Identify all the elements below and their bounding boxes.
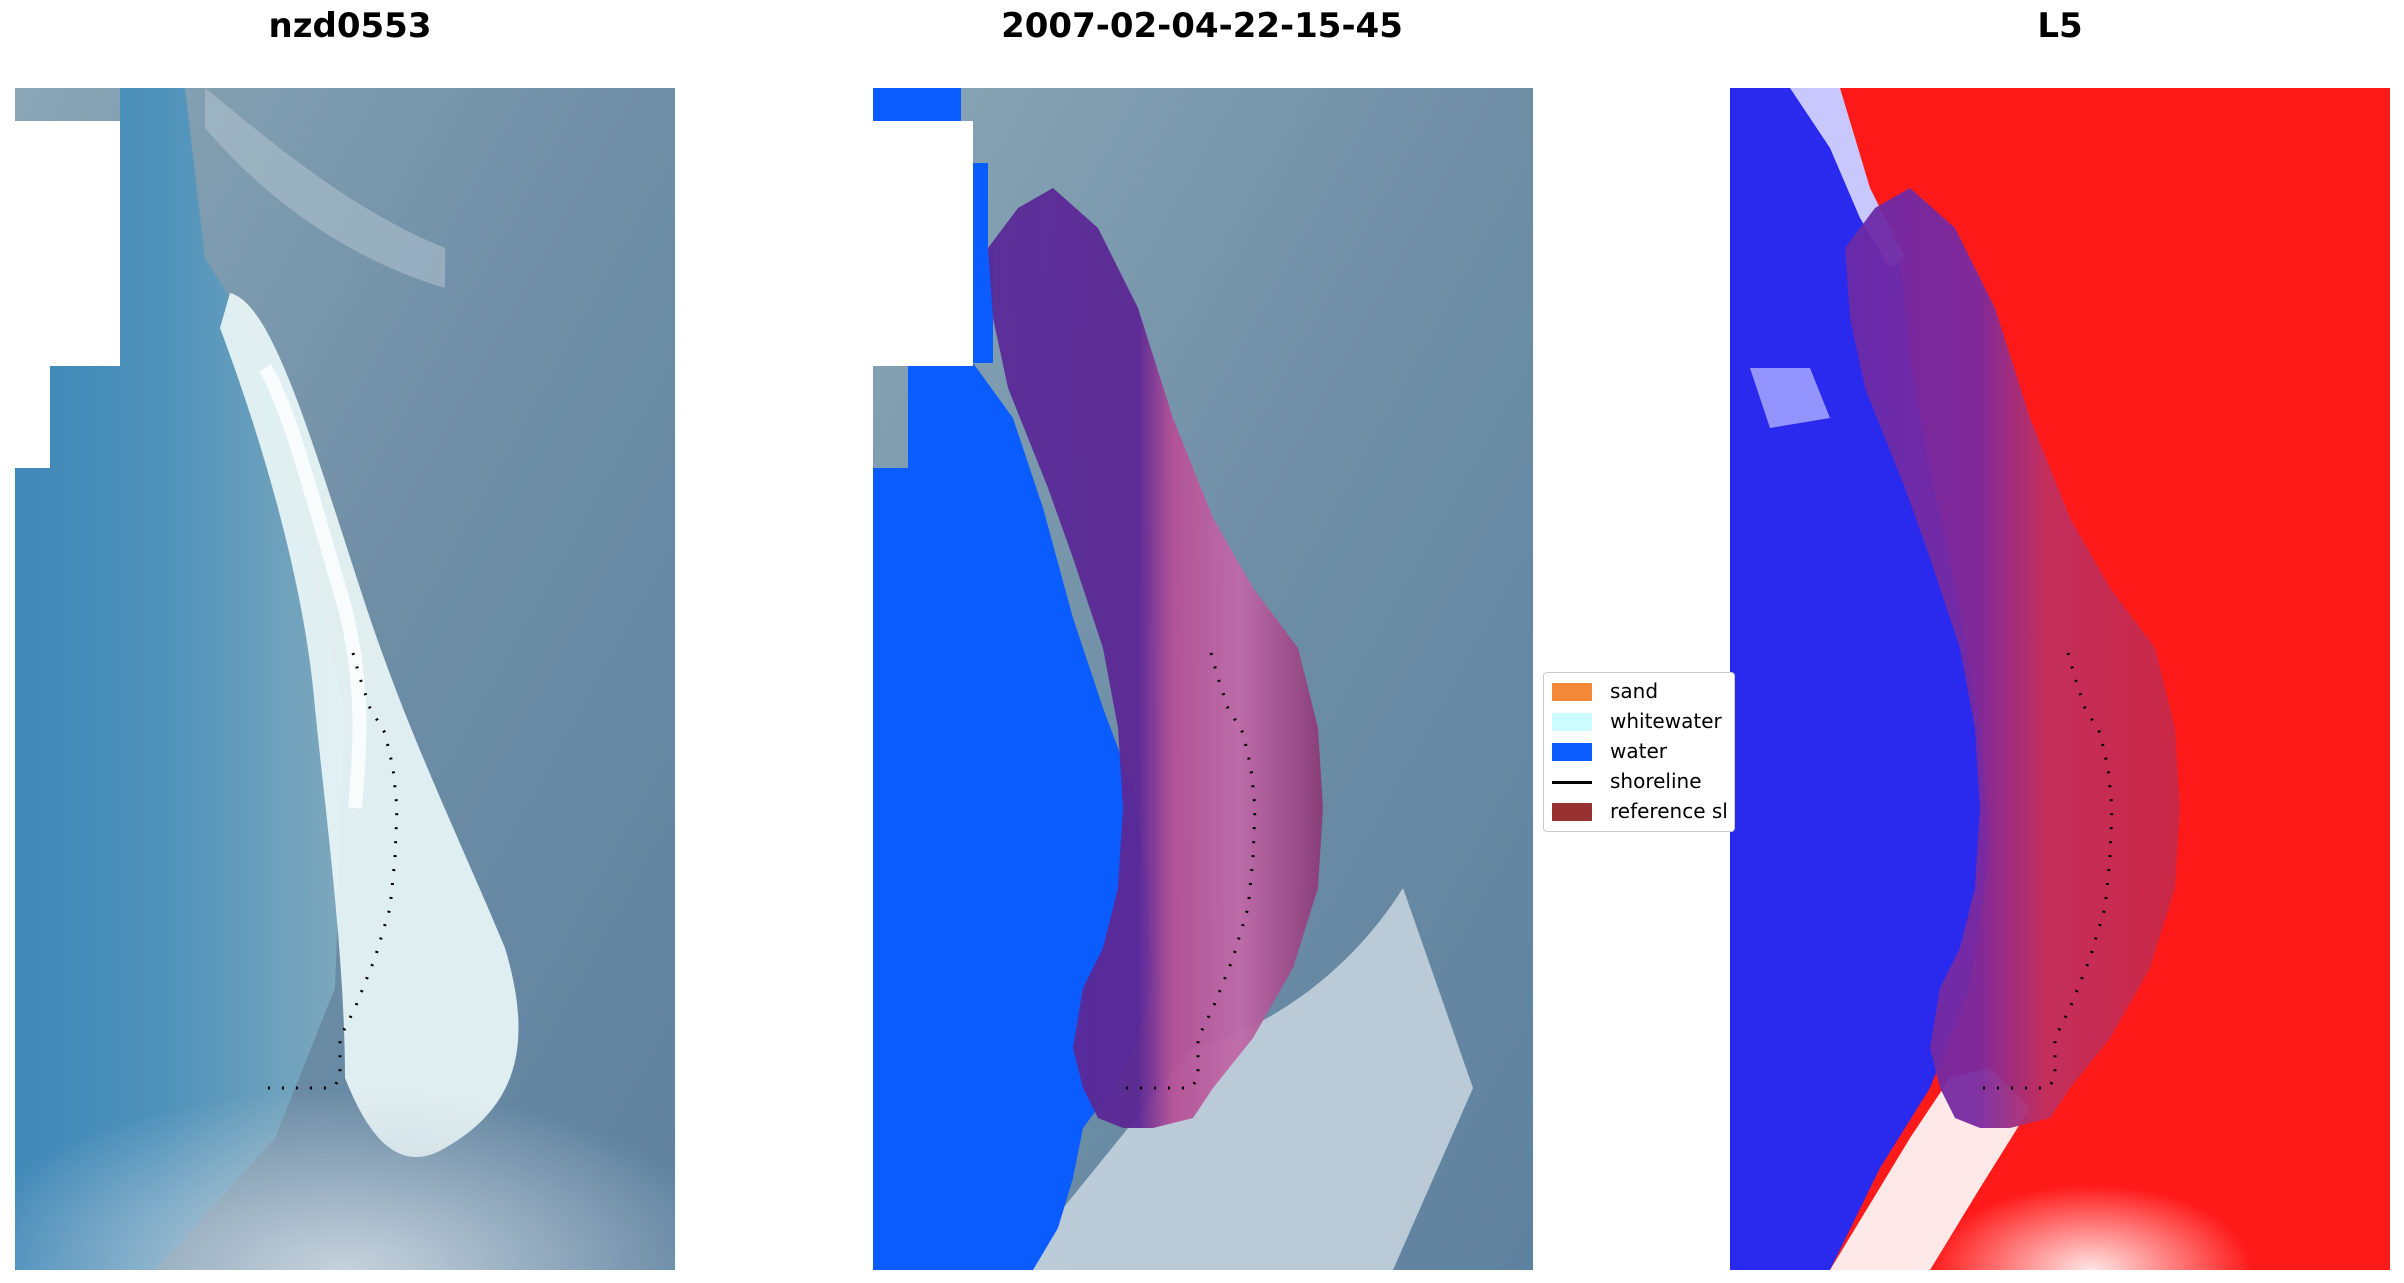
classified-image-panel xyxy=(873,88,1533,1270)
legend-label-sand: sand xyxy=(1610,679,1659,703)
legend-label-water: water xyxy=(1610,739,1667,763)
shoreline-dots xyxy=(1980,652,2114,1090)
classified-image xyxy=(873,88,1533,1270)
reference-shoreline-buffer xyxy=(988,188,1323,1128)
shoreline-line-swatch xyxy=(1552,781,1592,784)
legend: sand whitewater water shoreline referenc… xyxy=(1543,672,1735,832)
shoreline-dots xyxy=(1123,652,1257,1090)
panel-title-index: L5 xyxy=(2037,6,2083,46)
legend-label-reference-shoreline: reference sl xyxy=(1610,799,1728,823)
water-swatch xyxy=(1552,743,1592,761)
reference-shoreline-buffer xyxy=(1845,188,2180,1128)
sand-swatch xyxy=(1552,683,1592,701)
panel-title-rgb: nzd0553 xyxy=(268,6,432,46)
legend-item-reference-shoreline: reference sl xyxy=(1544,795,1734,825)
panel-title-classified: 2007-02-04-22-15-45 xyxy=(1001,6,1403,46)
shoreline-dots xyxy=(265,652,399,1090)
legend-label-whitewater: whitewater xyxy=(1610,709,1722,733)
whitewater-swatch xyxy=(1552,713,1592,731)
reference-shoreline-swatch xyxy=(1552,803,1592,821)
rgb-image xyxy=(15,88,675,1270)
legend-item-sand: sand xyxy=(1544,675,1734,705)
index-image-panel xyxy=(1730,88,2390,1270)
rgb-image-panel xyxy=(15,88,675,1270)
legend-item-water: water xyxy=(1544,735,1734,765)
legend-item-whitewater: whitewater xyxy=(1544,705,1734,735)
index-image xyxy=(1730,88,2390,1270)
legend-item-shoreline: shoreline xyxy=(1544,765,1734,795)
legend-label-shoreline: shoreline xyxy=(1610,769,1702,793)
